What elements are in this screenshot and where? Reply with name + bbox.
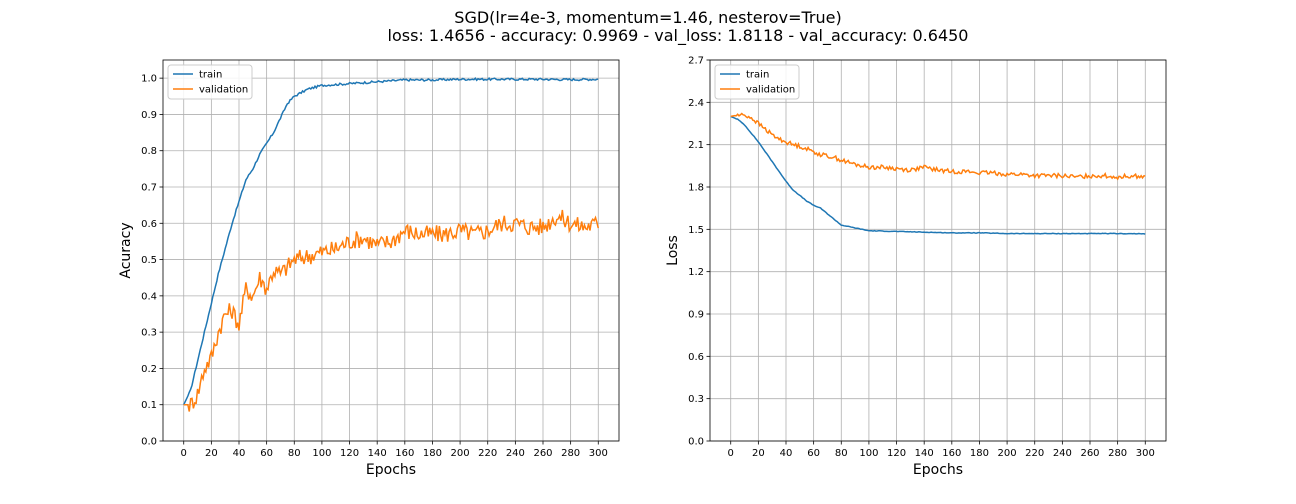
accuracy-x-tick-label: 140 xyxy=(368,448,387,459)
loss-y-tick-label: 1.2 xyxy=(688,267,704,278)
accuracy-x-tick-label: 60 xyxy=(260,448,273,459)
loss-x-tick-label: 80 xyxy=(835,448,848,459)
loss-y-tick-label: 0.6 xyxy=(688,352,704,363)
accuracy-x-tick-label: 80 xyxy=(288,448,301,459)
loss-x-axis-label: Epochs xyxy=(913,462,963,478)
loss-y-tick-label: 2.7 xyxy=(688,56,704,67)
accuracy-legend-label-train: train xyxy=(199,70,222,81)
accuracy-x-tick-label: 200 xyxy=(451,448,470,459)
figure-subtitle: loss: 1.4656 - accuracy: 0.9969 - val_lo… xyxy=(387,26,969,45)
loss-x-tick-label: 180 xyxy=(970,448,989,459)
accuracy-legend: train validation xyxy=(167,64,253,100)
accuracy-x-tick-label: 300 xyxy=(589,448,608,459)
loss-x-tick-label: 140 xyxy=(915,448,934,459)
accuracy-y-tick-label: 0.8 xyxy=(141,146,157,157)
loss-x-tick-label: 100 xyxy=(859,448,878,459)
accuracy-x-tick-label: 100 xyxy=(312,448,331,459)
accuracy-y-tick-label: 0.4 xyxy=(141,291,157,302)
loss-y-tick-label: 2.1 xyxy=(688,140,704,151)
loss-x-tick-label: 220 xyxy=(1025,448,1044,459)
accuracy-series-train xyxy=(183,76,599,406)
accuracy-x-axis-label: Epochs xyxy=(366,462,416,478)
loss-y-tick-label: 0.0 xyxy=(688,437,704,448)
accuracy-y-tick-label: 0.9 xyxy=(141,110,157,121)
loss-x-tick-label: 40 xyxy=(780,448,793,459)
loss-y-tick-label: 2.4 xyxy=(688,98,704,109)
accuracy-x-tick-label: 180 xyxy=(423,448,442,459)
accuracy-x-tick-label: 0 xyxy=(181,448,187,459)
loss-legend: train validation xyxy=(714,64,800,100)
figure-title: SGD(lr=4e-3, momentum=1.46, nesterov=Tru… xyxy=(454,8,842,27)
accuracy-legend-label-validation: validation xyxy=(199,85,248,96)
accuracy-y-tick-label: 0.7 xyxy=(141,183,157,194)
accuracy-y-tick-label: 0.1 xyxy=(141,400,157,411)
accuracy-x-tick-label: 160 xyxy=(395,448,414,459)
accuracy-y-tick-label: 0.0 xyxy=(141,437,157,448)
accuracy-x-tick-label: 240 xyxy=(506,448,525,459)
accuracy-x-tick-label: 120 xyxy=(340,448,359,459)
accuracy-x-tick-label: 20 xyxy=(205,448,218,459)
loss-legend-label-validation: validation xyxy=(746,85,795,96)
loss-x-tick-label: 200 xyxy=(998,448,1017,459)
accuracy-y-tick-label: 0.2 xyxy=(141,364,157,375)
loss-x-tick-label: 280 xyxy=(1108,448,1127,459)
loss-series-train xyxy=(730,115,1146,235)
accuracy-axes-frame xyxy=(162,59,620,442)
loss-y-axis-label: Loss xyxy=(665,235,681,266)
loss-series-validation xyxy=(730,112,1146,181)
accuracy-x-tick-label: 280 xyxy=(561,448,580,459)
loss-chart: 0 20 40 60 80 100 120 140 160 180 200 220 240 260 280 3… xyxy=(665,56,1167,478)
loss-x-tick-label: 0 xyxy=(728,448,734,459)
loss-x-tick-label: 260 xyxy=(1080,448,1099,459)
accuracy-y-tick-label: 0.3 xyxy=(141,328,157,339)
loss-y-tick-label: 0.3 xyxy=(688,394,704,405)
accuracy-y-tick-label: 0.6 xyxy=(141,219,157,230)
loss-x-tick-label: 300 xyxy=(1136,448,1155,459)
accuracy-y-axis-label: Acuracy xyxy=(118,222,134,278)
loss-x-tick-label: 160 xyxy=(942,448,961,459)
loss-x-tick-label: 240 xyxy=(1053,448,1072,459)
loss-x-tick-label: 120 xyxy=(887,448,906,459)
accuracy-x-tick-label: 260 xyxy=(533,448,552,459)
loss-y-tick-label: 0.9 xyxy=(688,310,704,321)
accuracy-chart: 0 20 40 60 80 100 120 140 160 180 200 220 240 260 280 3… xyxy=(118,59,620,478)
accuracy-x-tick-label: 220 xyxy=(478,448,497,459)
accuracy-series-validation xyxy=(183,209,599,412)
loss-x-tick-label: 20 xyxy=(752,448,765,459)
loss-y-tick-label: 1.5 xyxy=(688,225,704,236)
loss-legend-label-train: train xyxy=(746,70,769,81)
loss-axes-frame xyxy=(709,59,1167,442)
loss-x-tick-label: 60 xyxy=(807,448,820,459)
accuracy-y-tick-label: 0.5 xyxy=(141,255,157,266)
accuracy-x-tick-label: 40 xyxy=(233,448,246,459)
accuracy-y-tick-label: 1.0 xyxy=(141,74,157,85)
loss-y-tick-label: 1.8 xyxy=(688,183,704,194)
